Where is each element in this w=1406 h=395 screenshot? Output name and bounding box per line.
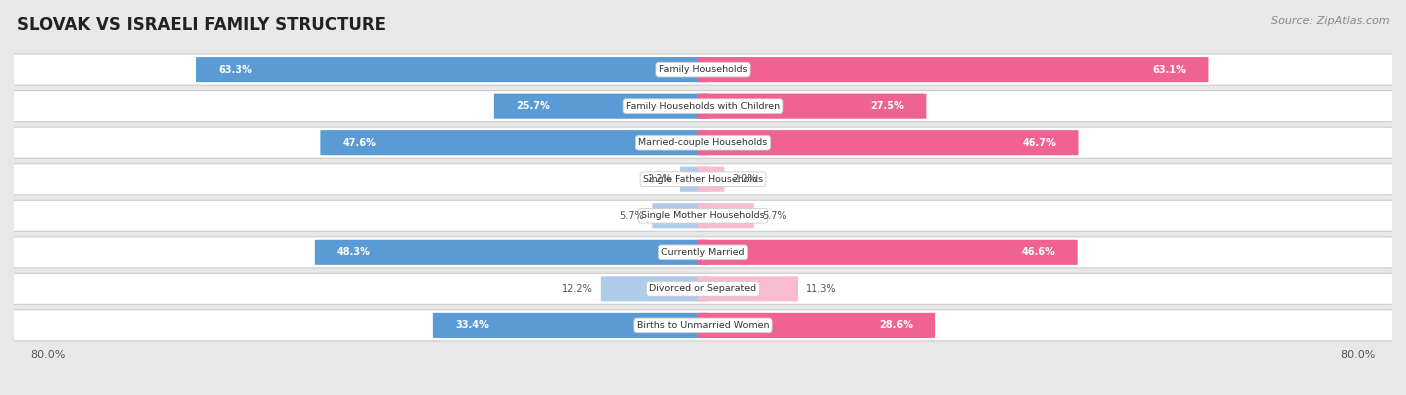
FancyBboxPatch shape xyxy=(697,203,754,228)
Text: 27.5%: 27.5% xyxy=(870,101,904,111)
FancyBboxPatch shape xyxy=(494,94,709,119)
FancyBboxPatch shape xyxy=(0,164,1406,195)
Text: Single Mother Households: Single Mother Households xyxy=(641,211,765,220)
Text: Currently Married: Currently Married xyxy=(661,248,745,257)
Text: Births to Unmarried Women: Births to Unmarried Women xyxy=(637,321,769,330)
FancyBboxPatch shape xyxy=(433,313,709,338)
FancyBboxPatch shape xyxy=(0,90,1406,122)
FancyBboxPatch shape xyxy=(0,237,1406,268)
FancyBboxPatch shape xyxy=(0,273,1406,305)
Text: 2.2%: 2.2% xyxy=(647,174,672,184)
FancyBboxPatch shape xyxy=(0,127,1406,158)
Text: 25.7%: 25.7% xyxy=(516,101,550,111)
Text: 80.0%: 80.0% xyxy=(1340,350,1375,360)
Text: Family Households: Family Households xyxy=(659,65,747,74)
FancyBboxPatch shape xyxy=(697,130,1078,155)
FancyBboxPatch shape xyxy=(321,130,709,155)
Text: Married-couple Households: Married-couple Households xyxy=(638,138,768,147)
Text: 80.0%: 80.0% xyxy=(31,350,66,360)
Text: 48.3%: 48.3% xyxy=(337,247,371,257)
FancyBboxPatch shape xyxy=(697,313,935,338)
Text: 46.7%: 46.7% xyxy=(1022,138,1056,148)
Text: 46.6%: 46.6% xyxy=(1022,247,1056,257)
FancyBboxPatch shape xyxy=(0,200,1406,231)
Text: 63.3%: 63.3% xyxy=(218,65,252,75)
Text: 5.7%: 5.7% xyxy=(762,211,786,221)
FancyBboxPatch shape xyxy=(0,54,1406,85)
FancyBboxPatch shape xyxy=(195,57,709,82)
FancyBboxPatch shape xyxy=(697,57,1208,82)
FancyBboxPatch shape xyxy=(697,94,927,119)
Text: SLOVAK VS ISRAELI FAMILY STRUCTURE: SLOVAK VS ISRAELI FAMILY STRUCTURE xyxy=(17,16,385,34)
FancyBboxPatch shape xyxy=(697,167,724,192)
FancyBboxPatch shape xyxy=(0,310,1406,341)
Text: 63.1%: 63.1% xyxy=(1153,65,1187,75)
FancyBboxPatch shape xyxy=(600,276,709,301)
Text: 5.7%: 5.7% xyxy=(620,211,644,221)
Text: Divorced or Separated: Divorced or Separated xyxy=(650,284,756,293)
Text: 47.6%: 47.6% xyxy=(343,138,377,148)
FancyBboxPatch shape xyxy=(681,167,709,192)
FancyBboxPatch shape xyxy=(315,240,709,265)
Text: 33.4%: 33.4% xyxy=(456,320,489,330)
FancyBboxPatch shape xyxy=(697,240,1078,265)
Text: 2.0%: 2.0% xyxy=(733,174,756,184)
FancyBboxPatch shape xyxy=(697,276,799,301)
Text: 12.2%: 12.2% xyxy=(562,284,592,294)
Text: Source: ZipAtlas.com: Source: ZipAtlas.com xyxy=(1271,16,1389,26)
FancyBboxPatch shape xyxy=(652,203,709,228)
Text: 11.3%: 11.3% xyxy=(806,284,837,294)
Text: Family Households with Children: Family Households with Children xyxy=(626,102,780,111)
Text: Single Father Households: Single Father Households xyxy=(643,175,763,184)
Text: 28.6%: 28.6% xyxy=(879,320,912,330)
